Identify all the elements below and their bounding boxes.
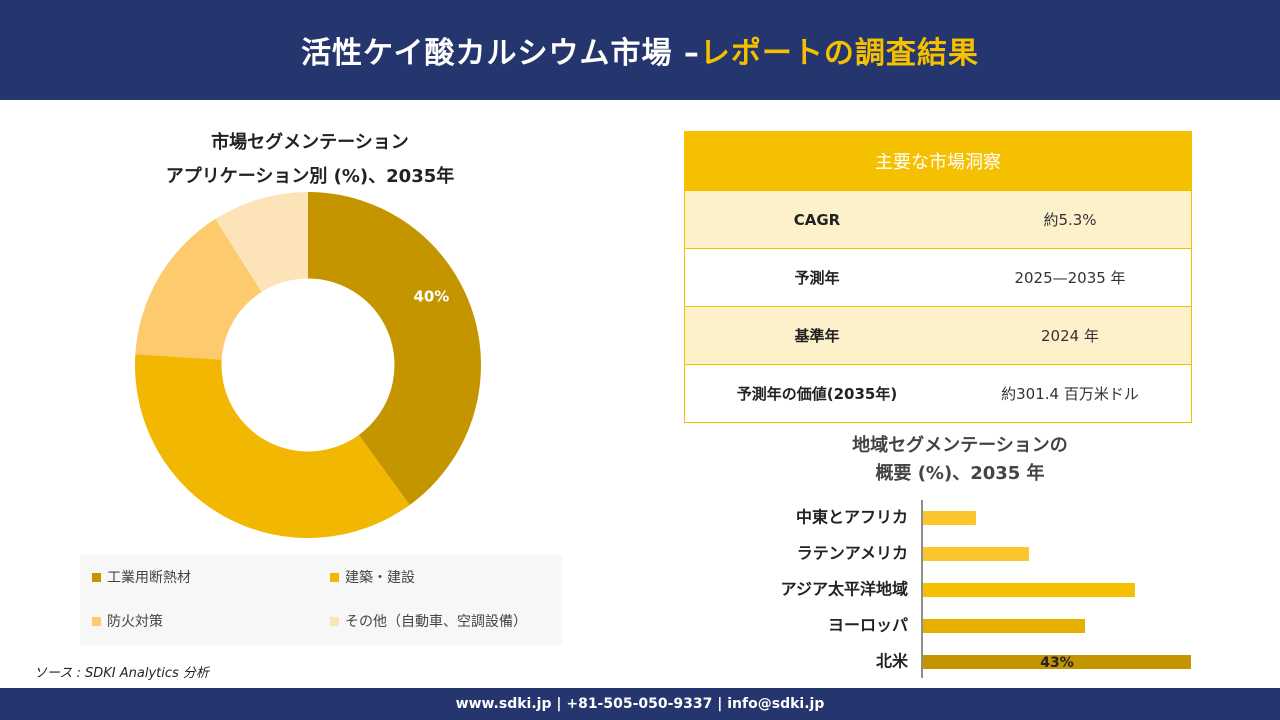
bar-chart-title-line2: 概要 (%)、2035 年 [875, 463, 1045, 484]
table-row: 基準年 2024 年 [685, 306, 1191, 364]
donut-data-label: 40% [413, 287, 449, 305]
key-insights-table: 主要な市場洞察 CAGR 約5.3% 予測年 2025—2035 年 基準年 2… [684, 131, 1192, 423]
bar-3 [923, 619, 1086, 633]
legend-item-construction: 建築・建設 [330, 567, 415, 587]
donut-chart-title: 市場セグメンテーション アプリケーション別 (%)、2035年 [120, 126, 500, 194]
table-row: 予測年の価値(2035年) 約301.4 百万米ドル [685, 364, 1191, 422]
donut-slice-1 [134, 354, 410, 538]
bar-category-label: 北米 [876, 652, 909, 671]
legend-label: 工業用断熱材 [107, 570, 191, 586]
legend-item-other: その他（自動車、空調設備） [330, 611, 527, 631]
table-row-label: CAGR [793, 210, 841, 229]
legend-label: 防火対策 [107, 614, 163, 630]
donut-slice-3 [215, 192, 308, 292]
source-note: ソース : SDKI Analytics 分析 [34, 666, 209, 681]
legend-label: その他（自動車、空調設備） [345, 614, 527, 630]
bar-chart-title: 地域セグメンテーションの 概要 (%)、2035 年 [770, 432, 1150, 488]
key-insights-header: 主要な市場洞察 [685, 132, 1191, 190]
page-title-main: 活性ケイ酸カルシウム市場 – [301, 36, 700, 71]
donut-legend: 工業用断熱材 建築・建設 防火対策 その他（自動車、空調設備） [80, 555, 562, 645]
bar-category-label: ヨーロッパ [828, 616, 908, 635]
legend-item-fire-protection: 防火対策 [92, 611, 163, 631]
bar-category-label: アジア太平洋地域 [781, 580, 908, 599]
table-row-label: 予測年の価値(2035年) [736, 385, 898, 403]
donut-slice-2 [135, 218, 262, 360]
page-title: 活性ケイ酸カルシウム市場 –レポートの調査結果 [301, 28, 979, 72]
legend-swatch [92, 572, 101, 582]
bar-2 [923, 583, 1135, 597]
donut-slice-0 [308, 192, 481, 505]
table-row-value: 2025—2035 年 [1014, 269, 1126, 287]
bar-chart-title-line1: 地域セグメンテーションの [852, 435, 1068, 456]
legend-label: 建築・建設 [345, 570, 415, 586]
table-row-label: 基準年 [794, 327, 840, 345]
table-row-value: 約301.4 百万米ドル [1001, 385, 1139, 403]
bar-4 [923, 655, 1191, 669]
donut-chart: 40% [134, 192, 481, 538]
bar-1 [923, 547, 1029, 561]
bar-0 [923, 511, 976, 525]
table-row-value: 2024 年 [1041, 327, 1099, 345]
donut-chart-title-line2: アプリケーション別 (%)、2035年 [165, 166, 455, 187]
bar-category-label: 中東とアフリカ [796, 508, 908, 527]
legend-item-industrial-insulation: 工業用断熱材 [92, 567, 191, 587]
header-banner: 活性ケイ酸カルシウム市場 –レポートの調査結果 [0, 0, 1280, 100]
table-row: 予測年 2025—2035 年 [685, 248, 1191, 306]
bar-category-label: ラテンアメリカ [797, 544, 908, 563]
table-row-label: 予測年 [794, 269, 840, 287]
footer-contact: www.sdki.jp | +81-505-050-9337 | info@sd… [455, 696, 825, 712]
donut-chart-title-line1: 市場セグメンテーション [211, 132, 409, 153]
table-row: CAGR 約5.3% [685, 190, 1191, 248]
table-row-value: 約5.3% [1043, 211, 1097, 229]
legend-swatch [330, 572, 339, 582]
legend-swatch [330, 616, 339, 626]
legend-swatch [92, 616, 101, 626]
footer-banner: www.sdki.jp | +81-505-050-9337 | info@sd… [0, 688, 1280, 720]
page-title-highlight: レポートの調査結果 [699, 36, 979, 71]
bar-data-label: 43% [1040, 655, 1074, 671]
